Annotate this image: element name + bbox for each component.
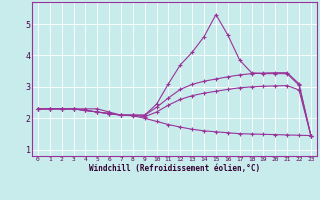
X-axis label: Windchill (Refroidissement éolien,°C): Windchill (Refroidissement éolien,°C) <box>89 164 260 173</box>
